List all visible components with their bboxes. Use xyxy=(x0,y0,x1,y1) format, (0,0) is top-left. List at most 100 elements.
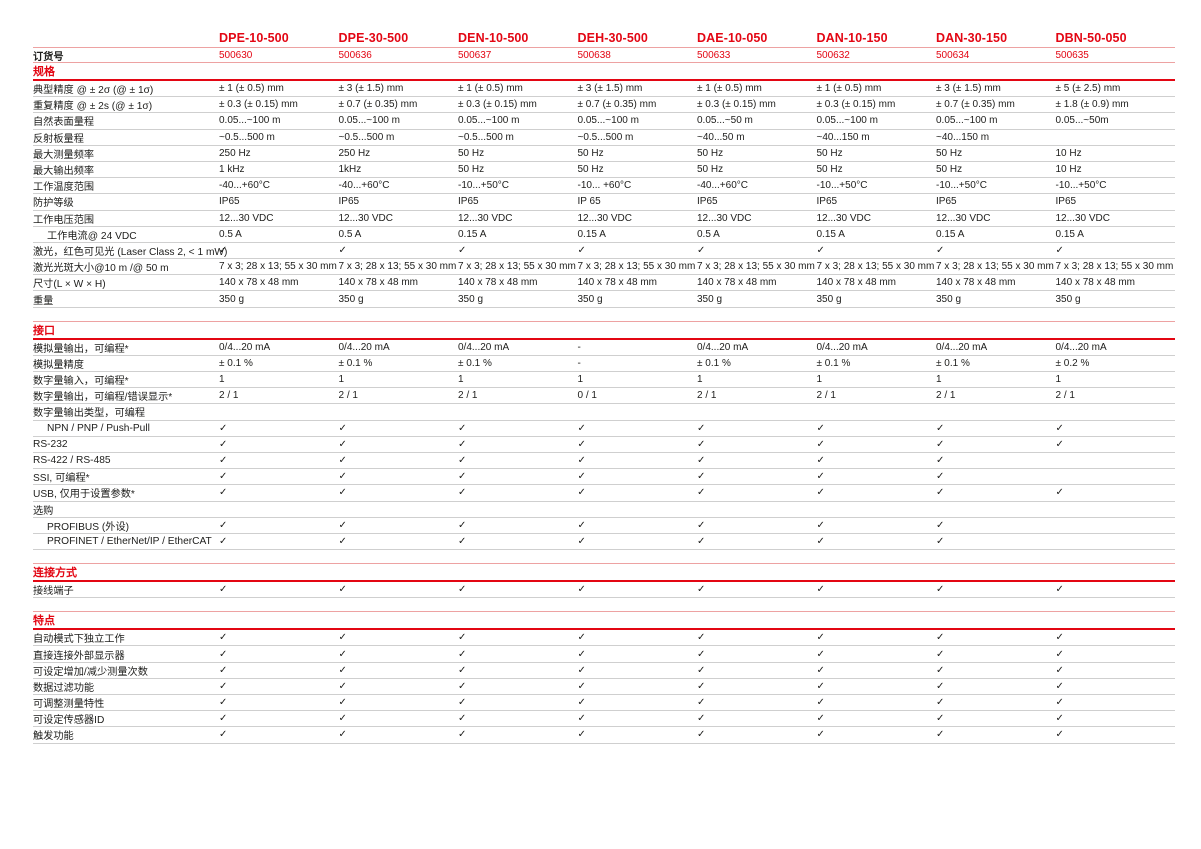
row-label: 模拟量精度 xyxy=(33,359,84,371)
row-label: 工作电压范围 xyxy=(33,214,95,226)
section-header: 接口 xyxy=(33,320,1175,340)
value-cell: 0/4...20 mA xyxy=(458,341,510,353)
checkmark: ✓ xyxy=(1055,664,1064,676)
value-cell: ± 0.1 % xyxy=(697,357,731,369)
value-cell: 12...30 VDC xyxy=(816,212,871,224)
checkmark: ✓ xyxy=(936,632,945,644)
checkmark: ✓ xyxy=(458,648,467,660)
value-cell: 0.05...~50 m xyxy=(697,115,753,127)
checkmark: ✓ xyxy=(219,455,228,467)
value-cell: 0/4...20 mA xyxy=(338,341,390,353)
value-cell: 250 Hz xyxy=(219,147,251,159)
checkmark: ✓ xyxy=(577,438,586,450)
value-cell: ± 0.3 (± 0.15) mm xyxy=(816,99,896,111)
checkmark: ✓ xyxy=(219,584,228,596)
value-cell: 0.05...~100 m xyxy=(936,115,998,127)
spec-row: 模拟量精度 ± 0.1 % ± 0.1 % ± 0.1 % - ± 0.1 % ± 0.1 … xyxy=(33,356,1175,372)
value-cell: 50 Hz xyxy=(458,164,485,176)
spec-row: 模拟量输出，可编程* 0/4...20 mA 0/4...20 mA 0/4...20… xyxy=(33,340,1175,356)
spec-row: 数据过滤功能 ✓ ✓ ✓ ✓ ✓ ✓ ✓ ✓ xyxy=(33,679,1175,695)
value-cell: ± 3 (± 1.5) mm xyxy=(936,83,1001,95)
checkmark: ✓ xyxy=(458,664,467,676)
order-number-row: 订货号 500630 500636 500637 500638 500633 500632 5… xyxy=(33,48,1175,63)
value-cell: 1 xyxy=(458,374,464,386)
checkmark: ✓ xyxy=(1055,632,1064,644)
value-cell: 350 g xyxy=(816,293,842,305)
row-label: 重复精度 @ ± 2s (@ ± 1σ) xyxy=(33,101,153,113)
checkmark: ✓ xyxy=(458,680,467,692)
spec-row: 重量 350 g 350 g 350 g 350 g 350 g 350 g 350 g 350… xyxy=(33,291,1175,308)
checkmark: ✓ xyxy=(219,713,228,725)
value-cell: -40...+60°C xyxy=(338,180,390,192)
checkmark: ✓ xyxy=(936,584,945,596)
value-cell: 0.15 A xyxy=(577,228,606,240)
checkmark: ✓ xyxy=(816,648,825,660)
checkmark: ✓ xyxy=(816,680,825,692)
checkmark: ✓ xyxy=(816,632,825,644)
value-cell: 2 / 1 xyxy=(458,390,478,402)
row-label: 防护等级 xyxy=(33,198,74,210)
checkmark: ✓ xyxy=(458,422,467,434)
row-label: 可设定增加/减少测量次数 xyxy=(33,666,148,678)
spec-row: USB, 仅用于设置参数* ✓ ✓ ✓ ✓ ✓ ✓ ✓ ✓ xyxy=(33,485,1175,502)
value-cell: 50 Hz xyxy=(458,147,485,159)
order-number: 500635 xyxy=(1055,50,1089,61)
checkmark: ✓ xyxy=(219,535,228,547)
section-title: 规格 xyxy=(33,66,55,78)
value-cell: ± 1 (± 0.5) mm xyxy=(697,83,762,95)
model-header-row: DPE-10-500 DPE-30-500 DEN-10-500 DEH-30-500… xyxy=(33,26,1175,48)
spec-row: 工作温度范围 -40...+60°C -40...+60°C -10...+50°C -… xyxy=(33,178,1175,195)
checkmark: ✓ xyxy=(697,471,706,483)
checkmark: ✓ xyxy=(577,632,586,644)
value-cell: 12...30 VDC xyxy=(936,212,991,224)
value-cell: 50 Hz xyxy=(816,147,843,159)
value-cell: 50 Hz xyxy=(936,164,963,176)
checkmark: ✓ xyxy=(936,664,945,676)
value-cell: 1 xyxy=(577,374,584,386)
spec-row: 可设定传感器ID ✓ ✓ ✓ ✓ ✓ ✓ ✓ ✓ xyxy=(33,711,1175,728)
value-cell: 1 xyxy=(1055,374,1062,386)
checkmark: ✓ xyxy=(936,713,945,725)
value-cell: ± 0.3 (± 0.15) mm xyxy=(697,99,776,111)
column-header-model: DBN-50-050 xyxy=(1055,31,1127,45)
value-cell: ± 3 (± 1.5) mm xyxy=(577,83,643,95)
checkmark: ✓ xyxy=(697,632,706,644)
spec-row: 自动模式下独立工作 ✓ ✓ ✓ ✓ ✓ ✓ ✓ ✓ xyxy=(33,630,1175,647)
value-cell: 0/4...20 mA xyxy=(936,341,988,353)
value-cell: 50 Hz xyxy=(936,147,963,159)
spec-row: PROFIBUS (外设) ✓ ✓ ✓ ✓ ✓ ✓ ✓ xyxy=(33,518,1175,534)
checkmark: ✓ xyxy=(1055,422,1064,434)
value-cell: 0 / 1 xyxy=(577,390,597,402)
value-cell: ± 0.7 (± 0.35) mm xyxy=(936,99,1015,111)
checkmark: ✓ xyxy=(936,535,945,547)
checkmark: ✓ xyxy=(219,471,228,483)
value-cell: 50 Hz xyxy=(697,147,724,159)
value-cell: 350 g xyxy=(338,293,364,305)
value-cell: IP65 xyxy=(816,196,838,208)
checkmark: ✓ xyxy=(577,487,586,499)
value-cell: 50 Hz xyxy=(577,147,604,159)
checkmark: ✓ xyxy=(219,487,228,499)
value-cell: ~40...150 m xyxy=(936,131,990,143)
checkmark: ✓ xyxy=(458,471,467,483)
value-cell: 140 x 78 x 48 mm xyxy=(577,277,657,289)
value-cell: ± 1 (± 0.5) mm xyxy=(219,83,284,95)
value-cell: ± 1 (± 0.5) mm xyxy=(816,83,882,95)
column-header-model: DAN-10-150 xyxy=(816,31,888,45)
checkmark: ✓ xyxy=(936,455,945,467)
checkmark: ✓ xyxy=(458,713,467,725)
value-cell: 7 x 3; 28 x 13; 55 x 30 mm xyxy=(1055,261,1174,273)
spec-row: 防护等级 IP65 IP65 IP65 IP 65 IP65 IP65 IP65 IP65 xyxy=(33,194,1175,211)
column-header-model: DPE-10-500 xyxy=(219,31,289,45)
order-number: 500630 xyxy=(219,50,253,61)
checkmark: ✓ xyxy=(338,519,347,531)
spec-row: 数字量输出，可编程/错误显示* 2 / 1 2 / 1 2 / 1 0 / 1 2 / 1… xyxy=(33,388,1175,405)
value-cell: ± 0.2 % xyxy=(1055,357,1090,369)
section-header: 连接方式 xyxy=(33,563,1175,583)
checkmark: ✓ xyxy=(697,729,706,741)
value-cell: 250 Hz xyxy=(338,147,371,159)
section-title: 特点 xyxy=(33,615,55,628)
value-cell: 10 Hz xyxy=(1055,164,1082,176)
checkmark: ✓ xyxy=(577,244,586,256)
spec-row: 直接连接外部显示器 ✓ ✓ ✓ ✓ ✓ ✓ ✓ ✓ xyxy=(33,646,1175,663)
